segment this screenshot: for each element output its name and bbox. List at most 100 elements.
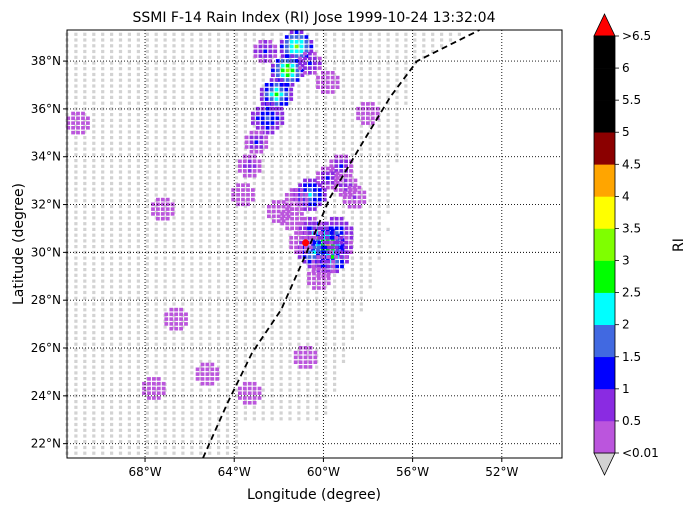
rain-pixel [326, 281, 331, 286]
swath-pixel [145, 187, 149, 191]
swath-pixel [199, 187, 203, 191]
rain-pixel [316, 269, 321, 274]
rain-pixel [357, 190, 362, 195]
swath-pixel [145, 181, 149, 186]
swath-pixel [386, 153, 390, 157]
rain-pixel [298, 226, 302, 231]
rain-pixel [231, 197, 236, 202]
swath-pixel [110, 268, 114, 272]
swath-pixel [306, 204, 310, 209]
swath-pixel [225, 279, 230, 283]
swath-pixel [341, 290, 346, 295]
swath-pixel [172, 359, 176, 363]
swath-pixel [297, 348, 301, 352]
rain-pixel [179, 312, 183, 317]
rain-pixel [247, 381, 252, 386]
rain-pixel [160, 212, 165, 216]
swath-pixel [252, 176, 256, 180]
swath-pixel [279, 176, 283, 180]
rain-pixel [264, 87, 269, 92]
swath-pixel [181, 319, 185, 323]
rain-pixel [273, 44, 278, 49]
swath-pixel [163, 371, 167, 375]
swath-pixel [118, 302, 123, 306]
rain-pixel [252, 401, 257, 405]
swath-pixel [74, 193, 78, 197]
swath-pixel [172, 61, 176, 65]
rain-pixel [270, 116, 275, 121]
rain-pixel [259, 140, 264, 144]
swath-pixel [74, 268, 78, 272]
rain-pixel [151, 212, 155, 216]
swath-pixel [181, 124, 185, 128]
rain-pixel [366, 121, 370, 125]
swath-pixel [199, 451, 203, 455]
swath-pixel [83, 222, 87, 226]
rain-pixel [325, 85, 330, 89]
swath-pixel [359, 187, 363, 191]
swath-pixel [306, 222, 310, 226]
rain-pixel [321, 181, 325, 185]
swath-pixel [199, 90, 203, 94]
rain-pixel [195, 372, 200, 376]
rain-pixel [71, 126, 75, 130]
swath-pixel [127, 273, 131, 277]
rain-pixel [299, 54, 304, 58]
rain-pixel [247, 386, 252, 391]
colorbar-frame [593, 35, 616, 454]
swath-pixel [181, 187, 185, 191]
swath-pixel [288, 279, 292, 283]
swath-pixel [234, 113, 239, 117]
swath-pixel [127, 55, 131, 59]
swath-pixel [243, 302, 247, 306]
rain-pixel [293, 360, 298, 364]
rain-pixel [339, 255, 344, 259]
swath-pixel [217, 49, 221, 54]
rain-pixel [76, 126, 80, 130]
swath-pixel [208, 181, 212, 186]
rain-pixel [312, 276, 316, 281]
swath-pixel [110, 445, 114, 450]
rain-pixel [210, 372, 215, 376]
swath-pixel [341, 136, 346, 140]
swath-pixel [341, 319, 346, 323]
rain-pixel [352, 204, 357, 209]
rain-pixel [307, 259, 312, 264]
rain-pixel [284, 197, 289, 202]
swath-pixel [368, 38, 372, 42]
rain-pixel [316, 171, 320, 176]
swath-pixel [333, 67, 337, 71]
swath-pixel [306, 216, 310, 220]
swath-pixel [163, 250, 167, 254]
swath-pixel [252, 348, 256, 352]
swath-pixel [270, 239, 274, 243]
swath-pixel [92, 290, 96, 295]
swath-pixel [225, 32, 230, 36]
swath-pixel [136, 227, 140, 231]
swath-pixel [359, 164, 363, 168]
swath-pixel [92, 78, 96, 82]
swath-pixel [422, 44, 426, 48]
swath-pixel [243, 38, 247, 42]
swath-pixel [279, 136, 283, 140]
rain-pixel [285, 226, 290, 231]
rain-pixel [252, 169, 257, 173]
rain-pixel [298, 346, 303, 350]
swath-pixel [118, 417, 123, 421]
swath-pixel [217, 394, 221, 398]
swath-pixel [101, 107, 105, 111]
swath-pixel [172, 377, 176, 381]
rain-pixel [169, 322, 174, 326]
rain-pixel [349, 169, 353, 173]
rain-pixel [316, 80, 320, 85]
swath-pixel [199, 136, 203, 140]
swath-pixel [172, 250, 176, 254]
swath-pixel [92, 84, 96, 88]
rain-pixel [260, 116, 265, 121]
swath-pixel [395, 32, 399, 36]
swath-pixel [154, 204, 158, 209]
swath-pixel [315, 210, 319, 214]
rain-pixel [290, 216, 294, 221]
rain-pixel [329, 240, 334, 245]
swath-pixel [101, 451, 105, 455]
